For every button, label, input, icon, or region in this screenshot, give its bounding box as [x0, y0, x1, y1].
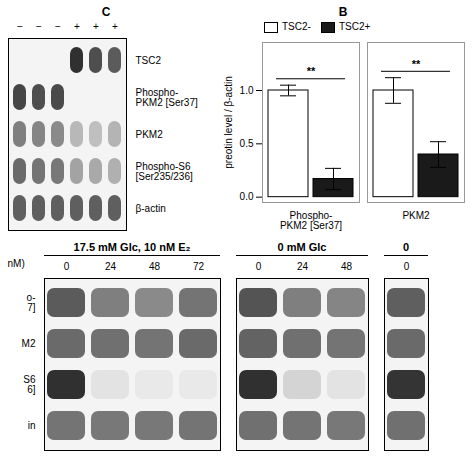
html-text:TSC2-: TSC2-	[282, 21, 311, 33]
svg-text:48: 48	[341, 261, 353, 272]
svg-text:+: +	[93, 21, 99, 32]
svg-text:−: −	[36, 21, 42, 32]
html-text:0 mM Glc: 0 mM Glc	[277, 241, 327, 253]
html-text:TSC2+: TSC2+	[338, 21, 371, 33]
svg-text:PKM2: PKM2	[136, 129, 164, 140]
svg-text:0: 0	[256, 261, 262, 272]
svg-text:24: 24	[105, 261, 117, 272]
svg-text:+: +	[74, 21, 80, 32]
svg-text:nM): nM)	[8, 258, 25, 269]
svg-text:−: −	[17, 21, 23, 32]
svg-text:PKM2: PKM2	[402, 210, 430, 221]
html-text:0: 0	[402, 241, 410, 253]
svg-text:**: **	[412, 58, 421, 70]
svg-text:o-7]: o-7]	[27, 292, 36, 313]
svg-text:1.0: 1.0	[240, 85, 254, 96]
svg-text:−: −	[55, 21, 61, 32]
html-text:17.5 mM Glc, 10 nM E₂: 17.5 mM Glc, 10 nM E₂	[73, 241, 191, 253]
svg-text:S66]: S66]	[23, 374, 36, 395]
svg-text:48: 48	[149, 261, 161, 272]
svg-text:β-actin: β-actin	[136, 203, 166, 214]
svg-text:**: **	[307, 65, 316, 77]
svg-text:0.0: 0.0	[240, 191, 254, 202]
svg-text:in: in	[28, 420, 36, 431]
svg-text:0.5: 0.5	[240, 138, 254, 149]
svg-text:Phospho-PKM2 [Ser37]: Phospho-PKM2 [Ser37]	[280, 210, 342, 231]
html-text:C: C	[101, 5, 111, 19]
svg-text:0: 0	[64, 261, 70, 272]
svg-text:24: 24	[297, 261, 309, 272]
svg-text:+: +	[112, 21, 118, 32]
svg-text:Phospho-PKM2 [Ser37]: Phospho-PKM2 [Ser37]	[136, 87, 198, 108]
svg-text:M2: M2	[22, 338, 36, 349]
svg-text:72: 72	[193, 261, 205, 272]
html-text:B: B	[338, 5, 348, 19]
svg-text:preotin level / β-actin: preotin level / β-actin	[223, 76, 234, 168]
svg-text:Phospho-S6[Ser235/236]: Phospho-S6[Ser235/236]	[136, 161, 193, 182]
svg-text:TSC2: TSC2	[136, 55, 162, 66]
svg-text:0: 0	[404, 261, 410, 272]
